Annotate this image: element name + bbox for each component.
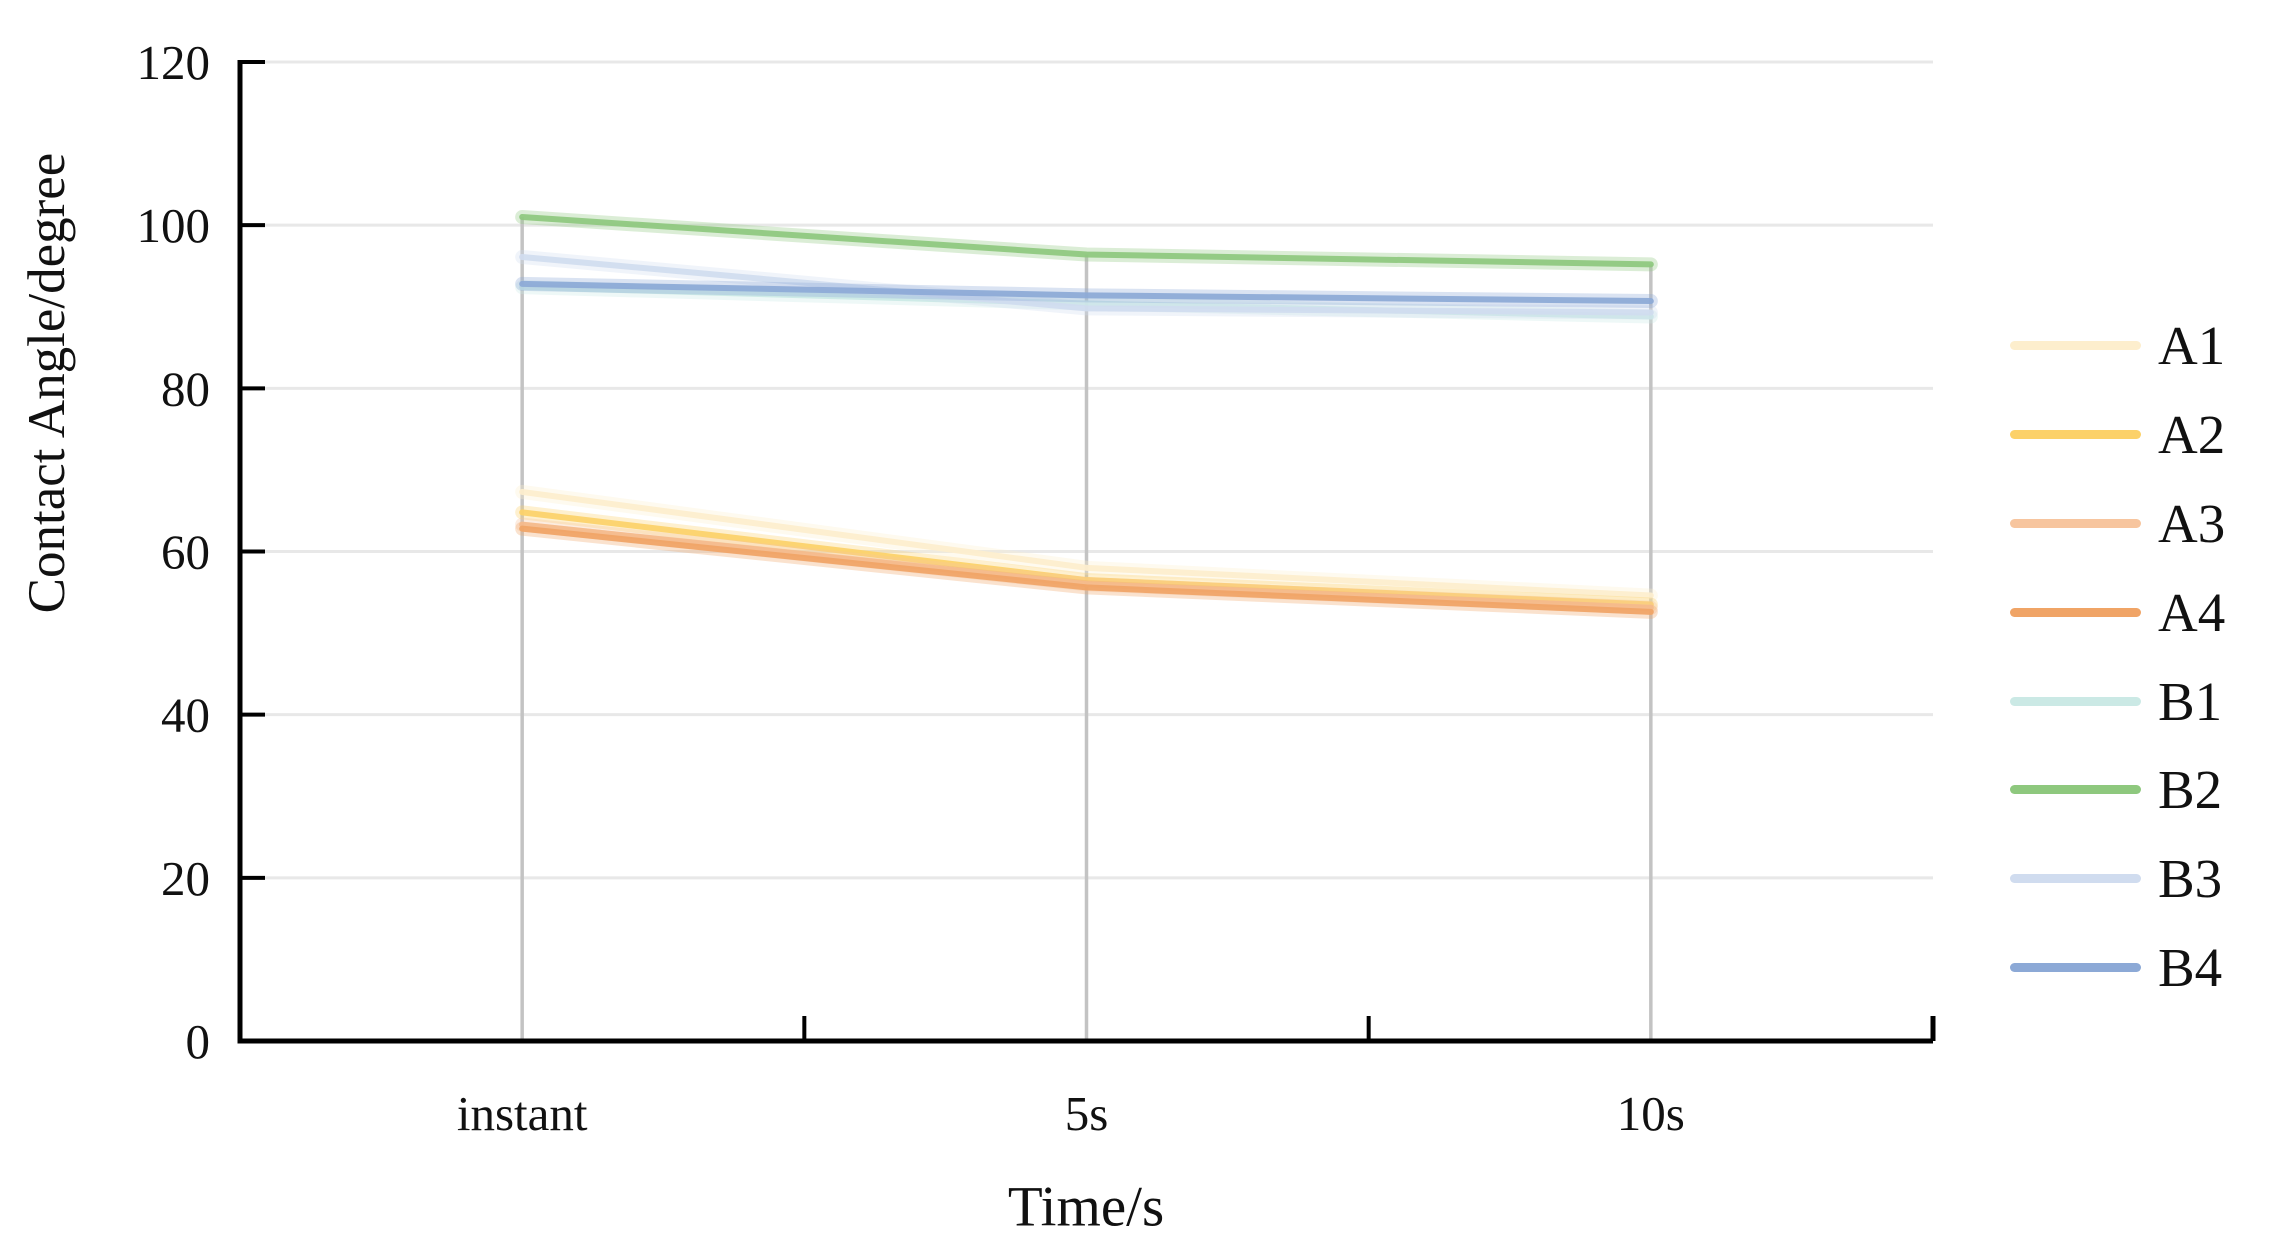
legend-label-a3: A3	[2158, 492, 2226, 554]
legend-swatch-a3	[2010, 518, 2141, 528]
legend-label-b2: B2	[2158, 759, 2223, 821]
legend-item-a4: A4	[2010, 568, 2225, 657]
legend: A1 A2 A3 A4 B1 B2 B3 B4	[2010, 301, 2225, 1012]
x-tick-label-10s: 10s	[1617, 1086, 1685, 1141]
legend-swatch-b2	[2010, 785, 2141, 795]
y-tick-label-40: 40	[161, 688, 210, 743]
legend-label-b1: B1	[2158, 670, 2223, 732]
series-line-A3	[519, 521, 1654, 611]
x-axis-title: Time/s	[1007, 1175, 1165, 1239]
series-line-A1	[519, 488, 1654, 599]
series-line-B2	[519, 214, 1654, 268]
legend-item-b2: B2	[2010, 745, 2225, 834]
legend-item-a3: A3	[2010, 479, 2225, 568]
legend-swatch-a4	[2010, 607, 2141, 617]
legend-label-a4: A4	[2158, 581, 2226, 643]
legend-swatch-a1	[2010, 340, 2141, 350]
legend-item-b1: B1	[2010, 657, 2225, 746]
legend-swatch-b3	[2010, 874, 2141, 884]
series-line-A4	[519, 525, 1654, 615]
series-line-A2	[519, 509, 1654, 608]
legend-label-b3: B3	[2158, 848, 2223, 910]
y-tick-label-0: 0	[186, 1014, 211, 1069]
y-tick-label-80: 80	[161, 361, 210, 416]
legend-swatch-b1	[2010, 696, 2141, 706]
x-tick-label-instant: instant	[457, 1086, 588, 1141]
legend-label-a1: A1	[2158, 314, 2226, 376]
series-line-B4	[519, 280, 1654, 305]
legend-item-b4: B4	[2010, 923, 2225, 1012]
y-tick-label-100: 100	[137, 198, 211, 253]
y-tick-label-60: 60	[161, 525, 210, 580]
y-tick-label-20: 20	[161, 851, 210, 906]
series-line-B3	[519, 253, 1654, 316]
legend-swatch-b4	[2010, 963, 2141, 973]
legend-swatch-a2	[2010, 429, 2141, 439]
legend-item-a2: A2	[2010, 390, 2225, 479]
y-tick-label-120: 120	[137, 35, 211, 90]
legend-label-a2: A2	[2158, 403, 2226, 465]
legend-item-a1: A1	[2010, 301, 2225, 390]
legend-label-b4: B4	[2158, 937, 2223, 999]
y-axis-title: Contact Angle/degree	[18, 152, 76, 614]
legend-item-b3: B3	[2010, 834, 2225, 923]
x-tick-label-5s: 5s	[1065, 1086, 1109, 1141]
